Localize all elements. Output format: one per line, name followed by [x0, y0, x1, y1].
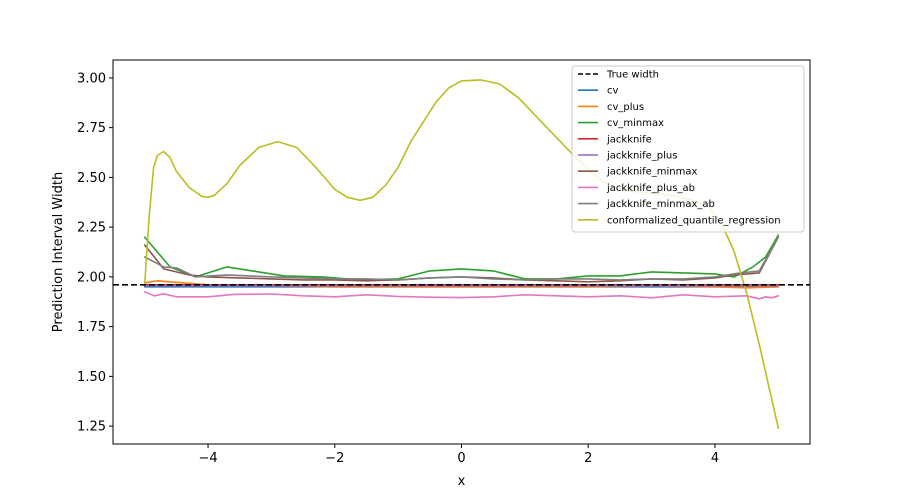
legend-label: jackknife_plus_ab — [606, 183, 695, 194]
legend-label: True width — [606, 70, 659, 81]
legend-label: conformalized_quantile_regression — [607, 215, 781, 226]
y-tick-label: 2.75 — [77, 121, 106, 136]
legend: True width cv cv_plus cv_minmax jackknife jac… — [571, 65, 805, 233]
y-axis: 1.25 1.50 1.75 2.00 2.25 2.50 2.75 3.00 — [77, 71, 113, 435]
legend-label: jackknife_plus — [606, 151, 677, 162]
x-axis-label: x — [458, 474, 466, 489]
y-tick-label: 2.25 — [77, 221, 106, 236]
x-tick-label: 0 — [457, 451, 465, 466]
legend-label: cv_plus — [607, 102, 644, 113]
y-tick-label: 2.00 — [77, 270, 106, 285]
y-tick-label: 1.25 — [77, 420, 106, 435]
legend-frame — [571, 65, 805, 233]
series-line-cv-minmax — [143, 234, 780, 281]
x-tick-label: 2 — [584, 451, 592, 466]
y-axis-label: Prediction Interval Width — [51, 172, 66, 332]
y-tick-label: 2.50 — [77, 171, 106, 186]
legend-label: jackknife_minmax — [606, 167, 698, 178]
legend-label: cv_minmax — [607, 118, 664, 129]
x-tick-label: 4 — [711, 451, 719, 466]
y-tick-label: 1.75 — [77, 320, 106, 335]
x-tick-label: −2 — [325, 451, 344, 466]
series-line-jackknife-plus-ab — [143, 290, 780, 300]
x-axis: −4 −2 0 2 4 — [198, 444, 719, 466]
y-tick-label: 1.50 — [77, 370, 106, 385]
legend-label: cv — [607, 86, 618, 97]
x-tick-label: −4 — [198, 451, 217, 466]
y-tick-label: 3.00 — [77, 71, 106, 86]
series-line-jackknife-minmax-ab — [143, 236, 780, 281]
legend-label: jackknife — [606, 134, 652, 145]
legend-label: jackknife_minmax_ab — [606, 199, 715, 210]
